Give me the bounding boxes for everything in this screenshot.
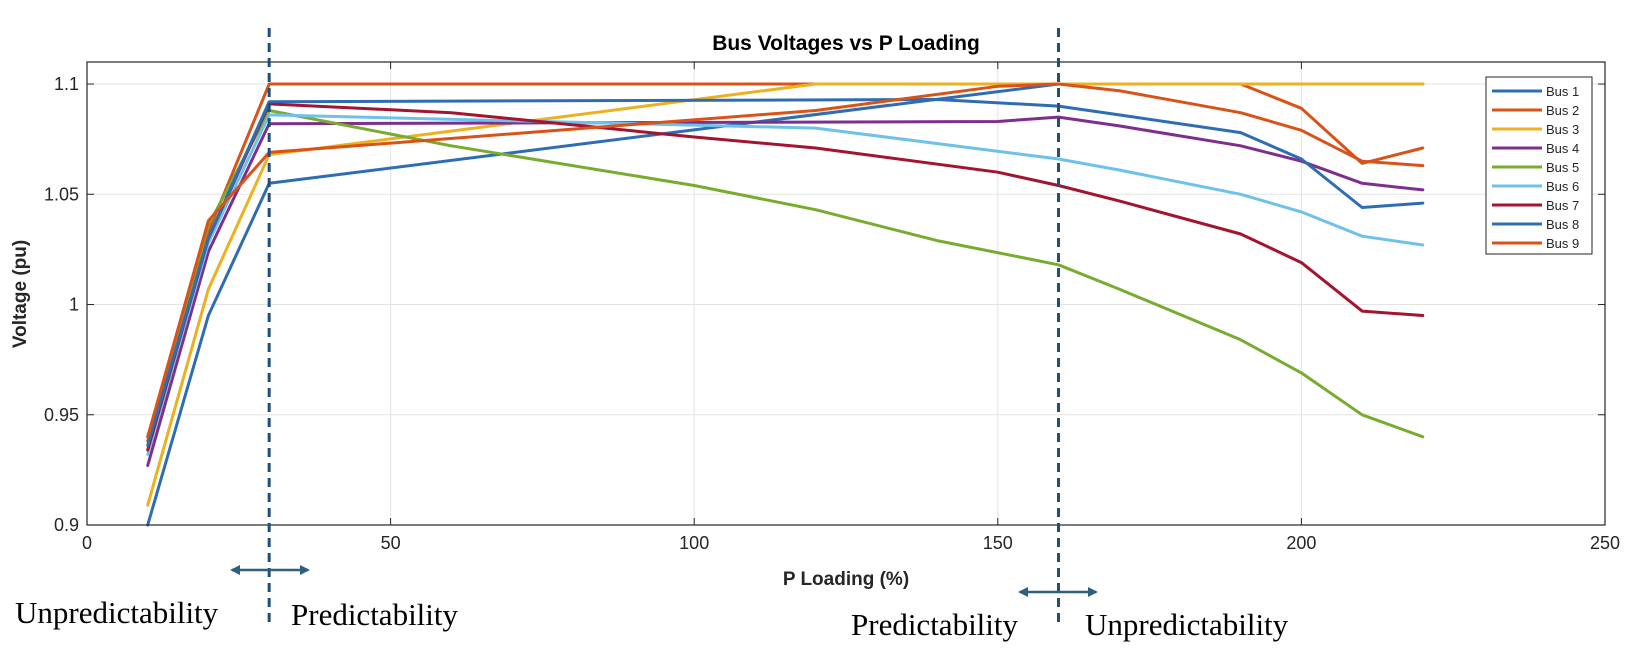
x-tick-label: 150 bbox=[983, 533, 1013, 553]
y-tick-label: 1 bbox=[69, 295, 79, 315]
y-tick-label: 0.95 bbox=[44, 405, 79, 425]
annotation-left-predictability: Predictability bbox=[291, 597, 459, 632]
legend-label: Bus 9 bbox=[1546, 236, 1579, 251]
y-tick-label: 0.9 bbox=[54, 515, 79, 535]
x-tick-label: 100 bbox=[679, 533, 709, 553]
annotation-right-unpredictability: Unpredictability bbox=[1085, 607, 1289, 642]
legend-label: Bus 5 bbox=[1546, 160, 1579, 175]
series-lines bbox=[146, 82, 1425, 527]
x-tick-label: 250 bbox=[1590, 533, 1620, 553]
legend-label: Bus 1 bbox=[1546, 84, 1579, 99]
legend-label: Bus 3 bbox=[1546, 122, 1579, 137]
series-line-bus-8 bbox=[146, 98, 1425, 448]
x-tick-label: 50 bbox=[381, 533, 401, 553]
axes-box bbox=[86, 61, 1606, 526]
series-line-bus-9 bbox=[146, 82, 1425, 439]
legend-label: Bus 2 bbox=[1546, 103, 1579, 118]
legend-label: Bus 7 bbox=[1546, 198, 1579, 213]
y-tick-label: 1.1 bbox=[54, 74, 79, 94]
annotation-right-predictability: Predictability bbox=[851, 607, 1019, 642]
region-dividers bbox=[267, 28, 1061, 626]
annotation-left-unpredictability: Unpredictability bbox=[15, 595, 219, 630]
legend-label: Bus 6 bbox=[1546, 179, 1579, 194]
x-axis-title: P Loading (%) bbox=[783, 569, 909, 590]
legend-label: Bus 8 bbox=[1546, 217, 1579, 232]
legend: Bus 1 Bus 2 Bus 3 Bus 4 Bus 5 Bus 6 Bus 7 Bus 8… bbox=[1485, 76, 1593, 255]
legend-label: Bus 4 bbox=[1546, 141, 1579, 156]
x-tick-label: 200 bbox=[1286, 533, 1316, 553]
plot-area bbox=[87, 62, 1605, 525]
chart-title: Bus Voltages vs P Loading bbox=[712, 32, 980, 55]
x-tick-label: 0 bbox=[82, 533, 92, 553]
y-tick-label: 1.05 bbox=[44, 184, 79, 204]
ticks: 0 50 100 150 200 250 0.9 0.95 1 1.05 1.1 bbox=[44, 62, 1620, 553]
series-line-bus-6 bbox=[146, 113, 1425, 456]
y-axis-title: Voltage (pu) bbox=[10, 240, 31, 348]
